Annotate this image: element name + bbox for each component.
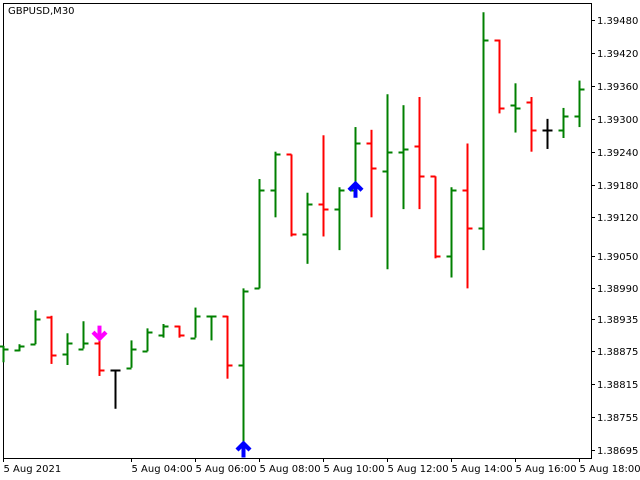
ohlc-bar (462, 143, 473, 289)
ohlc-bar (446, 187, 457, 278)
y-tick-label: 1.38815 (597, 380, 638, 391)
ohlc-bar (510, 83, 521, 133)
ohlc-bar (254, 179, 265, 290)
ohlc-bar (286, 153, 297, 237)
ohlc-bar (46, 315, 57, 364)
ohlc-bar (126, 340, 137, 370)
buy-arrow-icon (235, 440, 252, 458)
ohlc-bar (270, 151, 281, 218)
y-tick-label: 1.38695 (597, 446, 638, 457)
ohlc-bar (78, 321, 89, 351)
x-tick-label: 5 Aug 06:00 (196, 464, 257, 475)
ohlc-bar (414, 96, 425, 210)
ohlc-bar (14, 344, 25, 352)
x-tick-label: 5 Aug 04:00 (132, 464, 193, 475)
x-tick-label: 5 Aug 18:00 (580, 464, 640, 475)
ohlc-bar (430, 175, 441, 259)
ohlc-bar (94, 334, 105, 376)
ohlc-bar (398, 105, 409, 210)
y-tick-label: 1.39120 (597, 213, 638, 224)
y-tick-label: 1.39360 (597, 82, 638, 93)
x-tick-label: 5 Aug 08:00 (260, 464, 321, 475)
ohlc-bar (174, 325, 185, 338)
ohlc-bar (30, 310, 41, 346)
ohlc-bar (526, 96, 537, 152)
x-tick-label: 5 Aug 12:00 (388, 464, 449, 475)
ohlc-bar (494, 39, 505, 114)
ohlc-bar (334, 187, 345, 251)
ohlc-bar (302, 192, 313, 264)
ohlc-bar (110, 369, 121, 409)
y-tick-label: 1.39420 (597, 49, 638, 60)
y-tick-label: 1.38755 (597, 413, 638, 424)
y-tick-label: 1.38990 (597, 284, 638, 295)
x-axis: 5 Aug 2021 5 Aug 04:00 5 Aug 06:00 5 Aug 08… (3, 458, 640, 475)
y-tick-label: 1.39180 (597, 181, 638, 192)
ohlc-bar (222, 315, 233, 379)
y-tick-label: 1.39240 (597, 148, 638, 159)
x-tick-label: 5 Aug 14:00 (452, 464, 513, 475)
y-tick-label: 1.38935 (597, 315, 638, 326)
ohlc-bar (558, 107, 569, 139)
ohlc-bar (318, 135, 329, 237)
signal-arrows (91, 180, 364, 458)
ohlc-bar (62, 333, 73, 366)
x-tick-label: 5 Aug 16:00 (516, 464, 577, 475)
ohlc-bar (366, 129, 377, 218)
ohlc-bar (0, 345, 9, 363)
ohlc-bar (158, 323, 169, 338)
y-tick-label: 1.39300 (597, 115, 638, 126)
price-bars (0, 12, 585, 450)
ohlc-bar (142, 328, 153, 353)
y-axis: 1.39480 1.39420 1.39360 1.39300 1.39240 1.391… (591, 16, 638, 457)
x-tick-label: 5 Aug 10:00 (324, 464, 385, 475)
buy-arrow-icon (347, 180, 364, 198)
plot-frame (3, 3, 592, 459)
y-tick-label: 1.39050 (597, 252, 638, 263)
ohlc-bar (190, 307, 201, 340)
ohlc-bar (574, 80, 585, 128)
chart-title: GBPUSD,M30 (8, 6, 75, 17)
ohlc-bar (478, 12, 489, 251)
ohlc-bar (382, 94, 393, 270)
ohlc-bar (238, 288, 249, 450)
x-tick-label: 5 Aug 2021 (4, 464, 62, 475)
sell-arrow-icon (91, 325, 108, 342)
ohlc-bar (206, 315, 217, 341)
ohlc-bar (542, 118, 553, 149)
y-tick-label: 1.39480 (597, 16, 638, 27)
y-tick-label: 1.38875 (597, 347, 638, 358)
